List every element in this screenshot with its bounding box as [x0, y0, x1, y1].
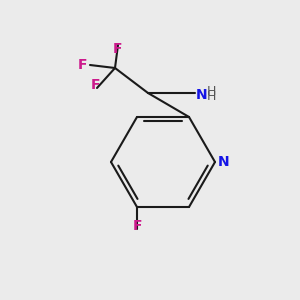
Text: F: F [77, 58, 87, 72]
Text: F: F [91, 78, 101, 92]
Text: H: H [207, 85, 216, 98]
Text: F: F [113, 42, 123, 56]
Text: H: H [207, 90, 216, 103]
Text: N: N [196, 88, 208, 102]
Text: F: F [132, 219, 142, 233]
Text: N: N [218, 155, 230, 169]
